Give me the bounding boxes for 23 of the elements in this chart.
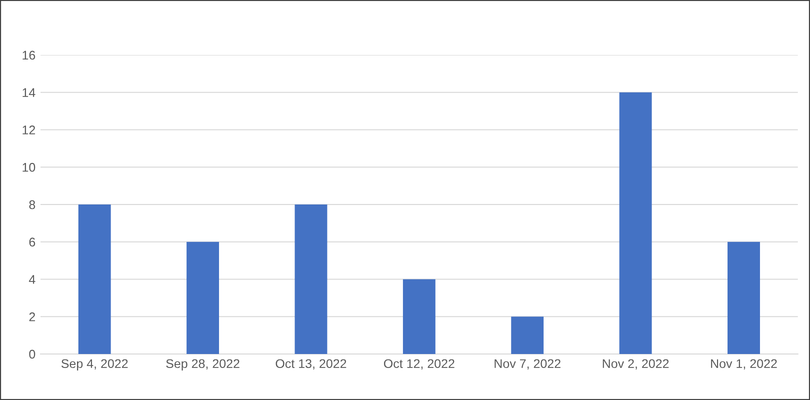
- y-tick-label: 8: [29, 200, 36, 210]
- y-tick-label: 12: [22, 126, 36, 134]
- y-tick-label: 6: [29, 238, 36, 247]
- bar: [294, 204, 328, 354]
- x-tick-label: Sep 28, 2022: [166, 359, 240, 371]
- bar: [619, 92, 652, 354]
- bar: [402, 279, 436, 354]
- y-tick-label: 4: [28, 275, 36, 284]
- y-tick-label: 10: [22, 162, 36, 172]
- bar: [78, 204, 111, 354]
- x-tick-label: Nov 1, 2022: [711, 359, 777, 370]
- x-tick-label: Nov 2, 2022: [602, 359, 669, 370]
- y-tick-label: 14: [22, 88, 36, 97]
- y-tick-label: 0: [29, 350, 36, 359]
- x-tick-label: Oct 12, 2022: [384, 359, 454, 370]
- bar: [728, 242, 760, 354]
- x-tick-label: Nov 7, 2022: [494, 359, 560, 370]
- bar: [186, 242, 220, 354]
- x-tick-label: Oct 13, 2022: [276, 359, 346, 370]
- y-tick-label: 2: [29, 312, 36, 322]
- x-tick-label: Sep 4, 2022: [61, 359, 128, 371]
- y-tick-label: 16: [22, 50, 36, 60]
- bar: [511, 316, 544, 354]
